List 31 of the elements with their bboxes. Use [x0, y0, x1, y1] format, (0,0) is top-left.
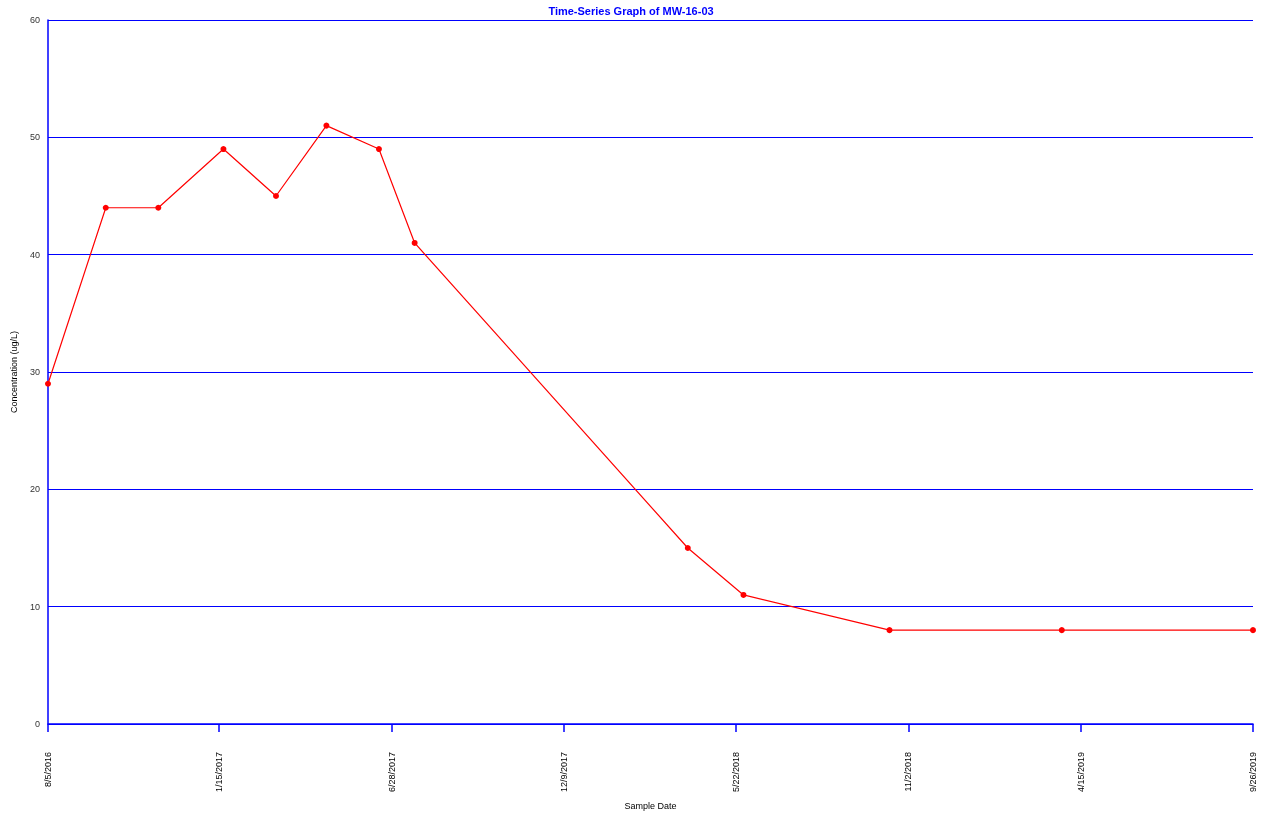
y-tick-label: 20: [29, 484, 40, 495]
x-tick-label: 8/5/2016: [43, 752, 53, 788]
x-tick-label: 9/26/2019: [1248, 752, 1258, 793]
point: [1058, 627, 1065, 634]
y-tick-label: 40: [29, 249, 40, 260]
chart-title: Time-Series Graph of MW-16-03: [548, 4, 714, 17]
y-axis-title: Concentration (ug/L): [8, 330, 19, 414]
x-tick-label: 1/15/2017: [214, 752, 225, 793]
x-tick-label: 12/9/2017: [558, 752, 569, 793]
x-tick-label: 11/2/2018: [903, 752, 914, 792]
point: [684, 545, 691, 551]
point: [375, 146, 382, 153]
y-tick-label: 30: [29, 367, 40, 377]
y-tick-label: 50: [29, 132, 40, 143]
point: [1250, 627, 1256, 634]
point: [740, 591, 747, 598]
x-tick-label: 4/15/2019: [1075, 752, 1086, 793]
y-tick-label: 60: [29, 15, 40, 25]
point: [220, 146, 227, 153]
point: [886, 627, 893, 634]
point: [155, 204, 162, 211]
point: [323, 122, 330, 129]
point: [102, 204, 109, 211]
x-tick-label: 6/28/2017: [386, 752, 397, 793]
point: [411, 239, 418, 246]
x-axis-title: Sample Date: [624, 800, 677, 811]
y-tick-label: 0: [34, 719, 40, 729]
x-tick-label: 5/22/2018: [731, 752, 742, 793]
y-tick-label: 10: [29, 601, 40, 612]
point: [45, 380, 51, 387]
point: [272, 193, 279, 199]
